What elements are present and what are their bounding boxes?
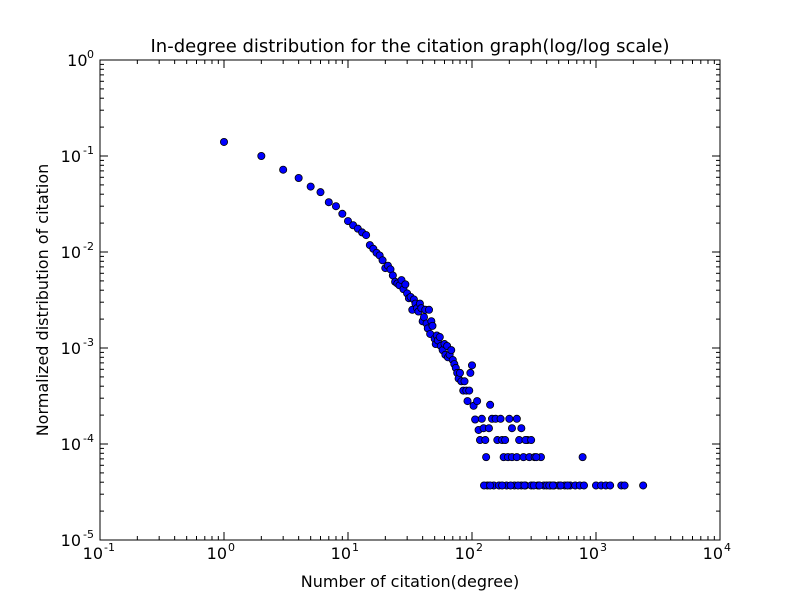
data-point: [556, 481, 565, 490]
y-tick-label-exp: -3: [83, 336, 94, 349]
x-axis-label: Number of citation(degree): [301, 572, 519, 591]
data-point: [435, 333, 444, 342]
x-tick-label-base: 10: [331, 544, 351, 563]
x-tick-label: 10 4: [703, 541, 731, 563]
data-point: [512, 414, 521, 423]
data-point: [455, 368, 464, 377]
y-tick-label-exp: -5: [83, 528, 94, 541]
x-tick-label-exp: 3: [600, 541, 607, 554]
data-point: [517, 424, 526, 433]
data-point: [294, 173, 303, 182]
data-point: [424, 305, 433, 314]
y-tick-label-exp: 0: [87, 48, 94, 61]
data-point: [520, 481, 529, 490]
y-tick-label-base: 10: [61, 243, 81, 262]
data-point: [482, 453, 491, 462]
y-tick-label: 10 0: [67, 48, 94, 70]
x-tick-label: 10 1: [331, 541, 359, 563]
data-point: [578, 453, 587, 462]
x-tick-label: 10 3: [579, 541, 607, 563]
y-tick-label-exp: -1: [83, 144, 94, 157]
data-point: [484, 424, 493, 433]
y-tick-label-base: 10: [67, 51, 87, 70]
data-point: [331, 202, 340, 211]
x-tick-label-base: 10: [83, 544, 103, 563]
plot-frame: [99, 59, 721, 541]
y-tick-label-base: 10: [61, 339, 81, 358]
data-point: [447, 346, 456, 355]
data-point: [306, 182, 315, 191]
data-point: [563, 481, 572, 490]
y-tick-label-base: 10: [61, 435, 81, 454]
y-axis-label: Normalized distribution of citation: [33, 164, 52, 437]
data-point: [486, 400, 495, 409]
y-tick-label: 10 -5: [61, 528, 94, 550]
data-point: [527, 436, 536, 445]
data-point: [606, 481, 615, 490]
data-point: [579, 481, 588, 490]
x-tick-label-exp: 2: [476, 541, 483, 554]
x-tick-label-exp: -1: [104, 541, 115, 554]
y-tick-label-exp: -4: [83, 432, 94, 445]
data-point: [535, 481, 544, 490]
y-tick-label: 10 -3: [61, 336, 94, 358]
data-point: [639, 481, 648, 490]
data-point: [471, 415, 480, 424]
data-point: [507, 424, 516, 433]
x-tick-label: 10 0: [207, 541, 235, 563]
x-tick-label: 10 -1: [83, 541, 115, 563]
data-point: [481, 436, 490, 445]
y-tick-label: 10 -2: [61, 240, 94, 262]
data-point: [498, 481, 507, 490]
data-point: [466, 368, 475, 377]
x-tick-label-base: 10: [455, 544, 475, 563]
data-point: [477, 414, 486, 423]
data-point: [378, 256, 387, 265]
data-point: [506, 481, 515, 490]
data-point: [473, 397, 482, 406]
x-tick-label-exp: 4: [724, 541, 731, 554]
x-tick-label-exp: 1: [352, 541, 359, 554]
data-point: [512, 453, 521, 462]
data-point: [338, 209, 347, 218]
data-points: [219, 137, 648, 490]
data-point: [549, 481, 558, 490]
data-point: [460, 377, 469, 386]
data-point: [532, 453, 541, 462]
y-tick-label-base: 10: [61, 147, 81, 166]
data-point: [620, 481, 629, 490]
data-point: [316, 188, 325, 197]
data-point: [496, 414, 505, 423]
data-point: [505, 414, 514, 423]
data-point: [401, 280, 410, 289]
data-point: [343, 217, 352, 226]
data-point: [362, 231, 371, 240]
x-tick-label-base: 10: [579, 544, 599, 563]
x-tick-label-base: 10: [207, 544, 227, 563]
data-point: [257, 151, 266, 160]
data-point: [428, 321, 437, 330]
data-point: [463, 397, 472, 406]
y-tick-label-exp: -2: [83, 240, 94, 253]
data-point: [467, 361, 476, 370]
x-tick-label-exp: 0: [228, 541, 235, 554]
data-point: [486, 481, 495, 490]
chart-title: In-degree distribution for the citation …: [150, 36, 669, 57]
data-point: [465, 386, 474, 395]
data-point: [219, 137, 228, 146]
y-tick-label: 10 -1: [61, 144, 94, 166]
x-tick-label-base: 10: [703, 544, 723, 563]
y-tick-label-base: 10: [61, 531, 81, 550]
y-tick-label: 10 -4: [61, 432, 94, 454]
data-point: [279, 165, 288, 174]
data-point: [501, 436, 510, 445]
x-tick-label: 10 2: [455, 541, 483, 563]
data-point: [324, 198, 333, 207]
axis-ticks: 10 -1 10 0 10 1 10 2 10 3 10 410 -510 -410 -310 -210 -11…: [61, 48, 731, 563]
